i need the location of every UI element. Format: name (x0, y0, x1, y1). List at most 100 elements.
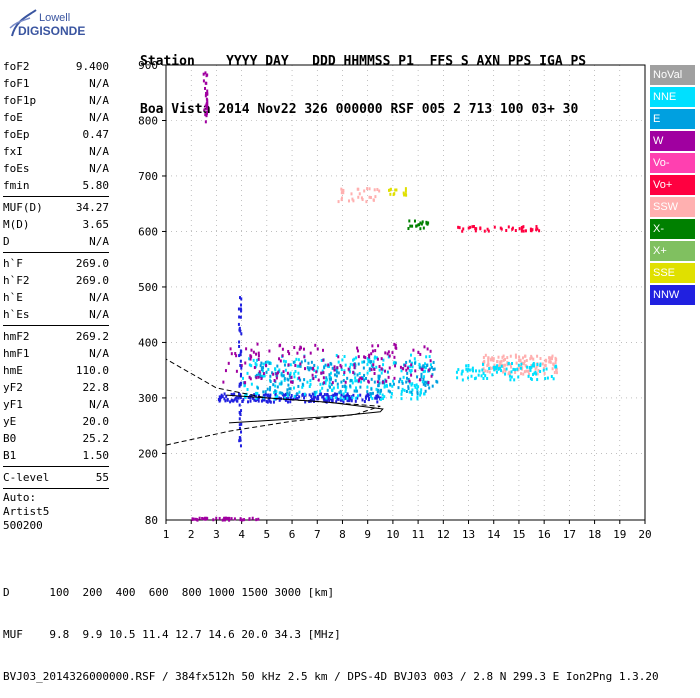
data-point-main-cyan (262, 374, 265, 378)
data-point-main-blue (274, 389, 277, 393)
x-tick-label: 15 (512, 528, 525, 541)
data-point-main-purple (278, 357, 281, 361)
data-point-right-cyan (516, 367, 519, 371)
x-tick-label: 7 (314, 528, 321, 541)
data-point-right-cyan (493, 368, 496, 372)
data-point-main-cyan (382, 363, 385, 367)
data-point-right-cyan (536, 362, 539, 366)
data-point-second-hop-pink (340, 198, 343, 202)
data-point-bottom-purple (228, 516, 231, 520)
data-point-right-pink (487, 360, 490, 364)
data-point-low-trace-blue (314, 395, 317, 399)
data-point-main-purple (249, 377, 252, 381)
data-point-vertical-streak-w (202, 79, 205, 83)
data-point-low-trace-blue (327, 397, 330, 401)
data-point-main-blue (401, 381, 404, 385)
param-value: N/A (89, 94, 109, 107)
data-point-right-pink (510, 365, 513, 369)
data-point-bottom-purple (194, 517, 197, 521)
data-point-main-blue (259, 364, 262, 368)
data-point-main-purple (419, 352, 422, 356)
data-point-main-cyan (368, 368, 371, 372)
data-point-main-purple (388, 366, 391, 370)
y-tick-label-80: 80 (145, 514, 158, 527)
param-key: hmF2 (3, 330, 30, 343)
data-point-main-blue (377, 388, 380, 392)
data-point-main-blue (373, 380, 376, 384)
data-point-second-hop-pink (337, 200, 340, 204)
data-point-main-blue (378, 376, 381, 380)
param-value: 0.47 (82, 128, 110, 141)
data-point-second-hop-yellow (389, 187, 392, 191)
data-point-main-purple (373, 372, 376, 376)
data-point-main-cyan (337, 360, 340, 364)
y-tick-label: 400 (138, 336, 158, 349)
data-point-main-cyan (341, 358, 344, 362)
data-point-second-hop-pink (341, 188, 344, 192)
data-point-bottom-purple (205, 517, 208, 521)
param-key: yF2 (3, 381, 23, 394)
data-point-main-blue (276, 374, 279, 378)
data-point-low-trace-blue (316, 394, 319, 398)
data-point-main-cyan (401, 380, 404, 384)
data-point-bottom-purple (204, 517, 207, 521)
data-point-right-cyan (473, 377, 476, 381)
data-point-main-purple (353, 363, 356, 367)
data-point-main-cyan (244, 393, 247, 397)
data-point-right-cyan (456, 376, 459, 380)
data-point-main-purple (230, 352, 233, 356)
data-point-second-hop-pink (342, 188, 345, 192)
data-point-main-purple (387, 350, 390, 354)
param-value: 3.65 (82, 218, 110, 231)
data-point-main-purple (258, 370, 261, 374)
data-point-main-cyan (246, 371, 249, 375)
y-tick-label: 700 (138, 170, 158, 183)
data-point-low-trace-blue (268, 399, 271, 403)
data-point-low-trace-blue (223, 397, 226, 401)
data-point-main-purple (357, 379, 360, 383)
data-point-main-purple (391, 351, 394, 355)
data-point-main-purple (368, 355, 371, 359)
data-point-vertical-streak-nnw (238, 344, 241, 348)
data-point-right-cyan (461, 369, 464, 373)
data-point-main-cyan (378, 368, 381, 372)
data-point-second-hop-green (407, 227, 410, 231)
data-point-main-blue (299, 364, 302, 368)
data-point-main-cyan (248, 357, 251, 361)
data-point-right-pink (502, 365, 505, 369)
data-point-second-hop-red (529, 227, 532, 231)
data-point-low-trace-blue (225, 394, 228, 398)
data-point-main-cyan (262, 362, 265, 366)
data-point-right-pink (537, 368, 540, 372)
x-tick-label: 17 (563, 528, 576, 541)
data-point-main-purple (315, 370, 318, 374)
data-point-main-blue (427, 382, 430, 386)
data-point-main-cyan (309, 379, 312, 383)
data-point-main-purple (323, 381, 326, 385)
data-point-main-blue (271, 371, 274, 375)
data-point-right-pink (523, 362, 526, 366)
data-point-bottom-purple (239, 517, 242, 521)
param-separator (3, 325, 109, 326)
data-point-low-trace-blue (377, 395, 380, 399)
data-point-right-cyan (529, 368, 532, 372)
data-point-main-blue (432, 367, 435, 371)
data-point-main-blue (346, 376, 349, 380)
legend-item-e: E (650, 109, 695, 129)
data-point-main-blue (304, 359, 307, 363)
data-point-main-cyan (266, 360, 269, 364)
data-point-main-cyan (295, 357, 298, 361)
data-point-main-cyan (415, 383, 418, 387)
data-point-low-trace-blue (229, 400, 232, 404)
data-point-main-purple (427, 381, 430, 385)
data-point-main-cyan (326, 378, 329, 382)
data-point-low-trace-blue (335, 392, 338, 396)
data-point-right-cyan (513, 378, 516, 382)
footer-file-info: BVJ03_2014326000000.RSF / 384fx512h 50 k… (3, 670, 659, 683)
data-point-main-cyan (252, 358, 255, 362)
data-point-second-hop-red (474, 229, 477, 233)
data-point-vertical-streak-nnw (239, 359, 242, 363)
data-point-main-cyan (274, 396, 277, 400)
data-point-right-cyan (491, 373, 494, 377)
data-point-main-purple (353, 366, 356, 370)
